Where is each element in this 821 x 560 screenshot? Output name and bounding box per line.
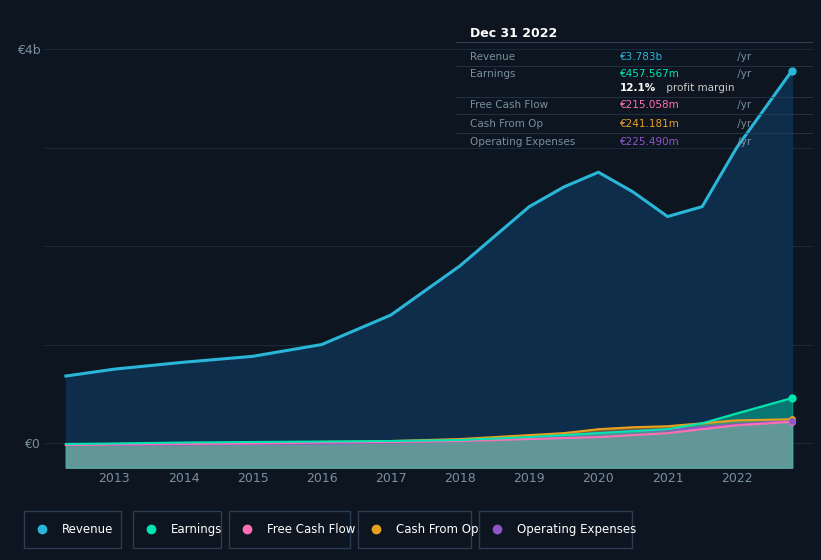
FancyBboxPatch shape: [358, 511, 470, 548]
Text: 12.1%: 12.1%: [620, 83, 656, 93]
Text: Revenue: Revenue: [62, 522, 113, 536]
Text: Free Cash Flow: Free Cash Flow: [470, 100, 548, 110]
Text: Cash From Op: Cash From Op: [396, 522, 479, 536]
Text: Dec 31 2022: Dec 31 2022: [470, 27, 557, 40]
Text: €215.058m: €215.058m: [620, 100, 680, 110]
FancyBboxPatch shape: [230, 511, 351, 548]
Text: /yr: /yr: [734, 69, 751, 80]
Text: €225.490m: €225.490m: [620, 137, 680, 147]
Text: Operating Expenses: Operating Expenses: [516, 522, 636, 536]
Text: Cash From Op: Cash From Op: [470, 119, 543, 129]
Text: Revenue: Revenue: [470, 53, 515, 62]
Text: profit margin: profit margin: [663, 83, 734, 93]
Text: Operating Expenses: Operating Expenses: [470, 137, 576, 147]
Text: /yr: /yr: [734, 119, 751, 129]
FancyBboxPatch shape: [25, 511, 121, 548]
FancyBboxPatch shape: [479, 511, 632, 548]
Text: €3.783b: €3.783b: [620, 53, 663, 62]
Text: Earnings: Earnings: [171, 522, 222, 536]
FancyBboxPatch shape: [133, 511, 222, 548]
Text: Earnings: Earnings: [470, 69, 516, 80]
Text: /yr: /yr: [734, 100, 751, 110]
Text: €241.181m: €241.181m: [620, 119, 680, 129]
Text: €457.567m: €457.567m: [620, 69, 680, 80]
Text: /yr: /yr: [734, 53, 751, 62]
Text: Free Cash Flow: Free Cash Flow: [268, 522, 355, 536]
Text: /yr: /yr: [734, 137, 751, 147]
